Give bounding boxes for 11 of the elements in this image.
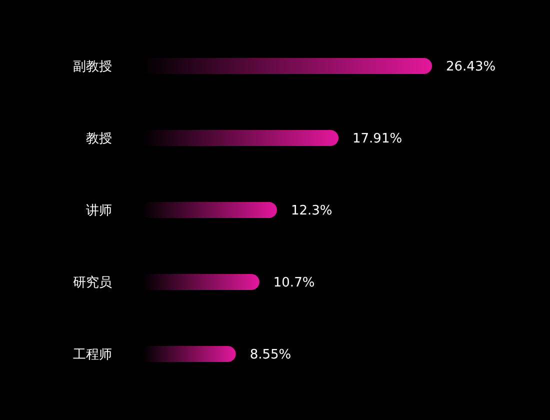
- data-label: 12.3%: [290, 204, 332, 219]
- y-tick-label: 工程师: [73, 348, 112, 363]
- y-tick-label: 教授: [86, 132, 112, 147]
- bar: [142, 346, 236, 362]
- y-tick-label: 副教授: [73, 60, 112, 75]
- data-label: 17.91%: [352, 132, 402, 147]
- y-tick-label: 研究员: [73, 276, 112, 291]
- y-tick-label: 讲师: [86, 204, 112, 219]
- data-label: 8.55%: [250, 348, 292, 363]
- data-label: 10.7%: [273, 276, 315, 291]
- data-label: 26.43%: [446, 60, 496, 75]
